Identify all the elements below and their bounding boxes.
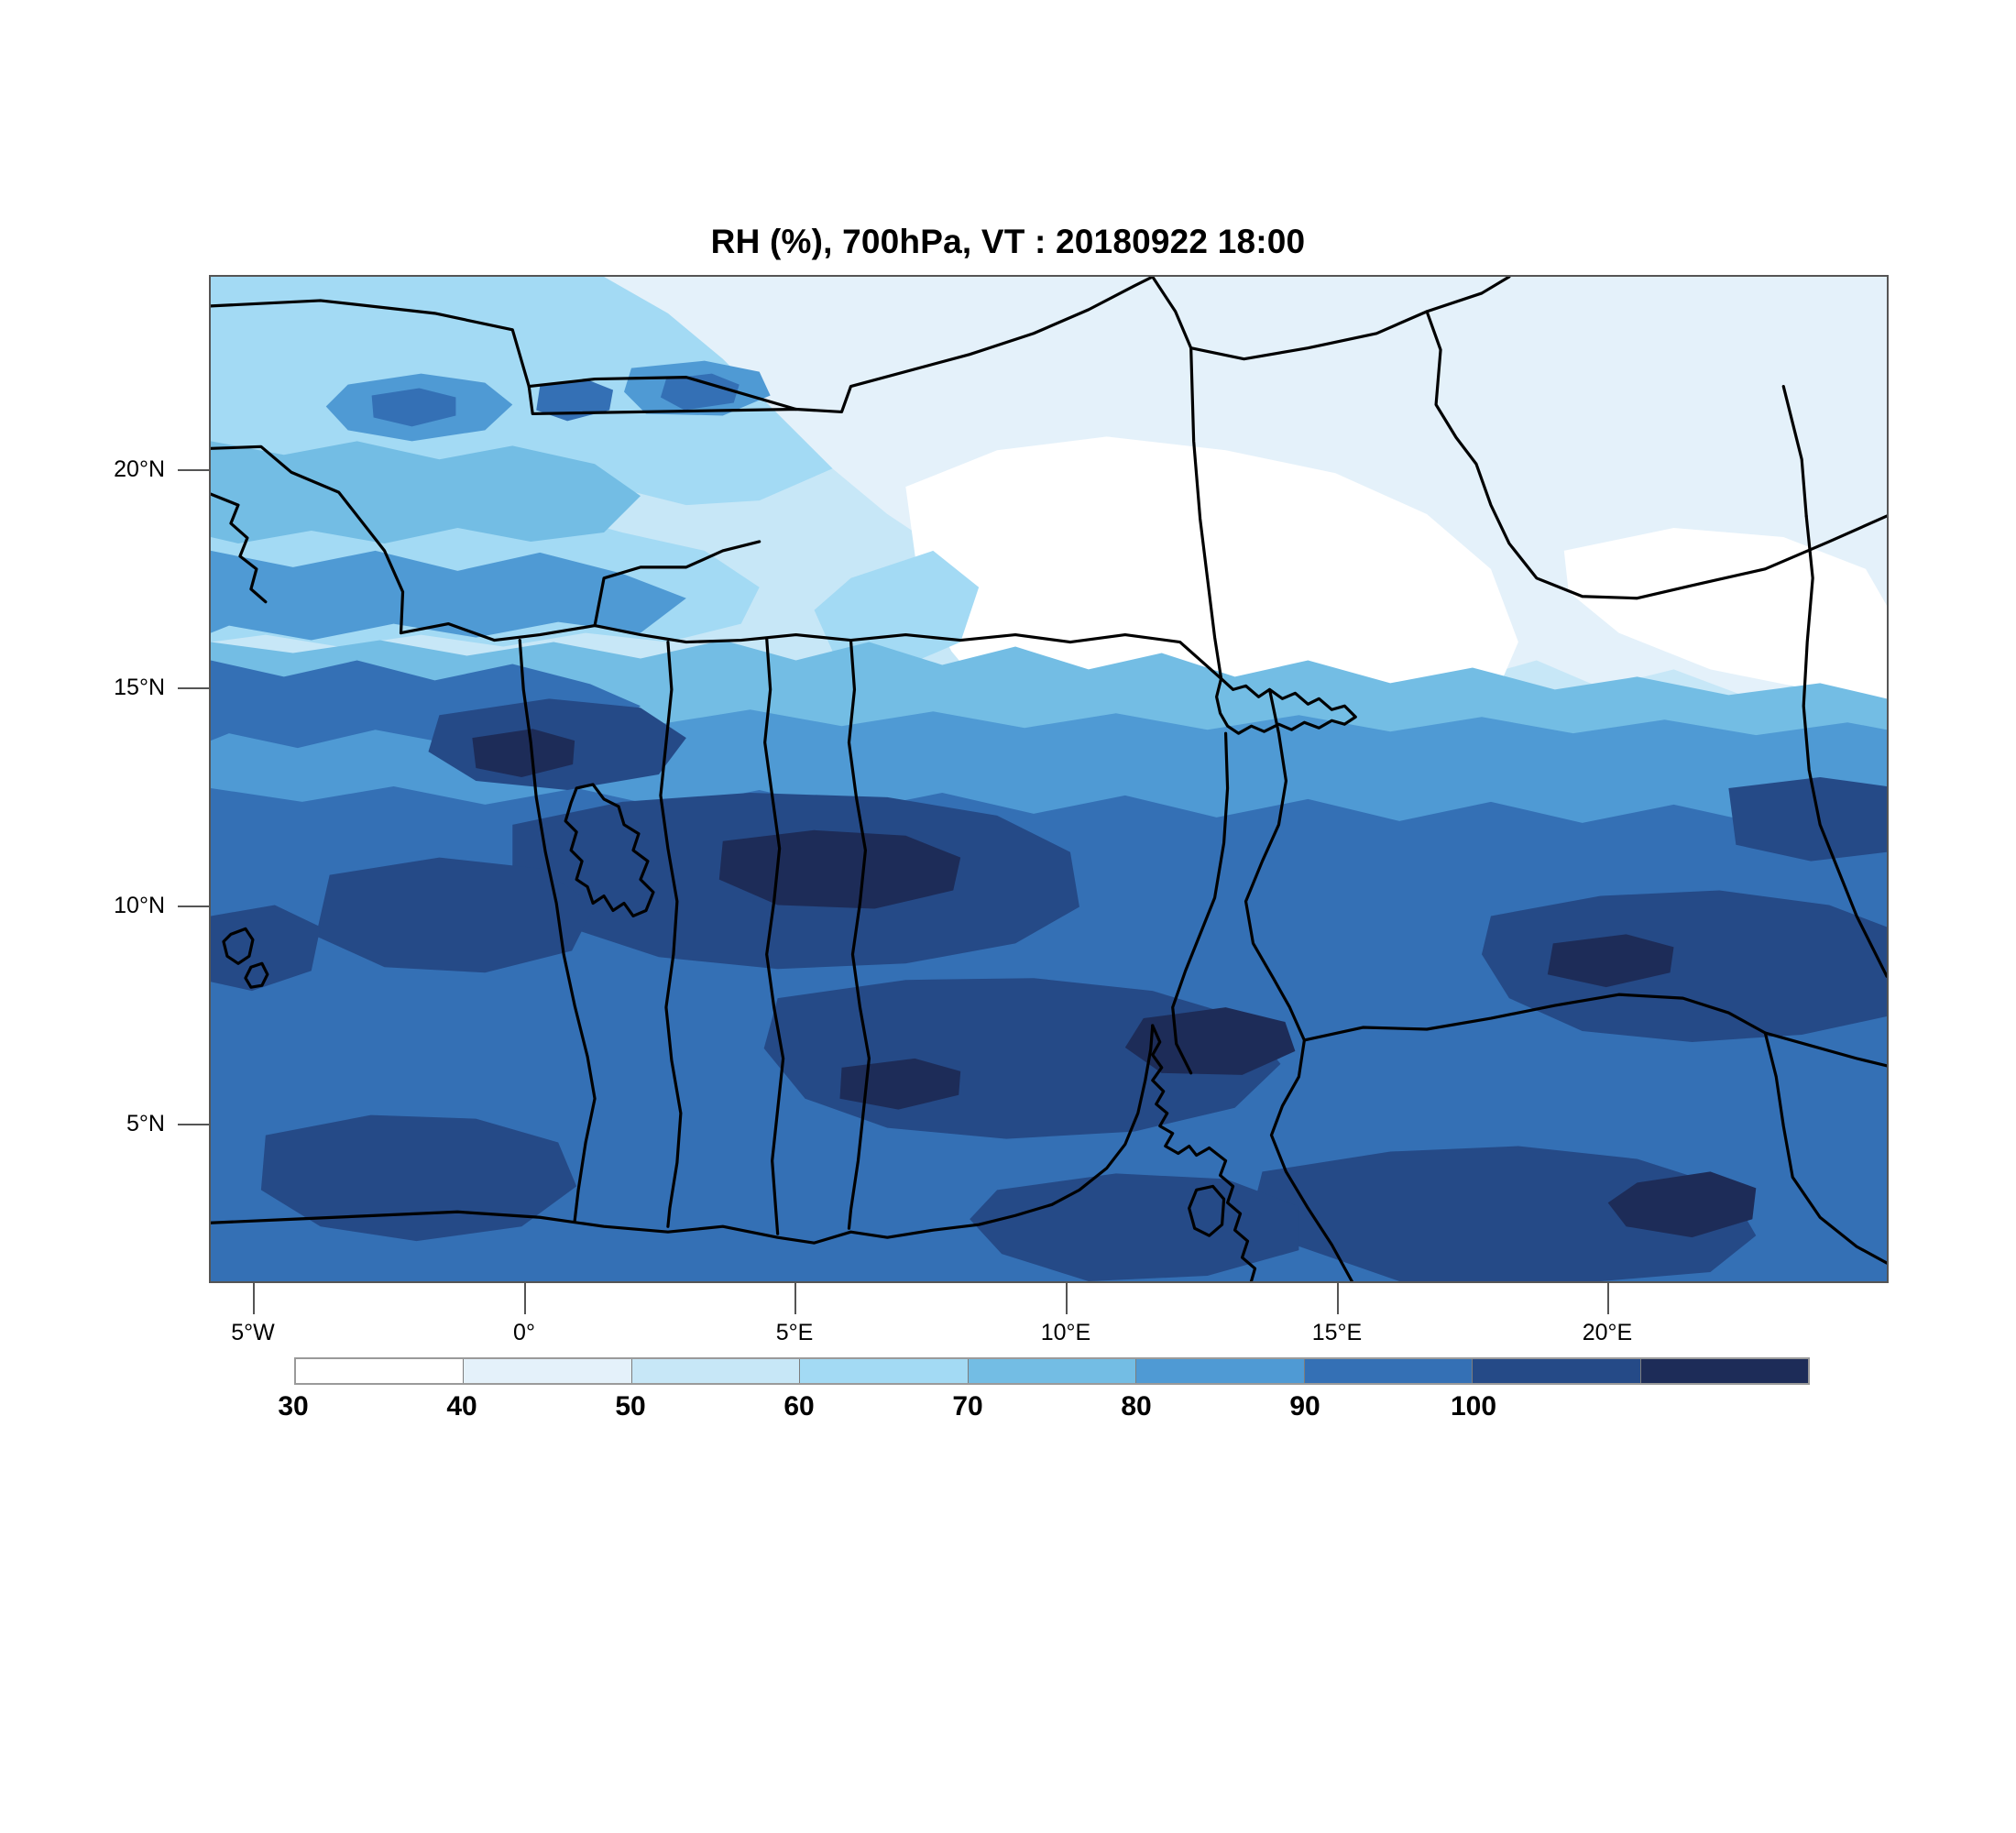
colorbar-band-40-50 — [631, 1359, 801, 1383]
lon-tick-5W — [253, 1283, 255, 1314]
lon-label-20E: 20°E — [1582, 1320, 1633, 1345]
colorbar-tick-40: 40 — [446, 1391, 477, 1421]
lon-tick-20E — [1607, 1283, 1609, 1314]
colorbar-band-70-80 — [1136, 1359, 1305, 1383]
chart-title: RH (%), 700hPa, VT : 20180922 18:00 — [710, 223, 1306, 260]
lat-label-5N: 5°N — [126, 1111, 165, 1136]
colorbar-band-<30 — [296, 1359, 465, 1383]
colorbar-band-30-40 — [464, 1359, 632, 1383]
lat-tick-15N — [178, 687, 209, 689]
lat-tick-5N — [178, 1124, 209, 1125]
colorbar-tick-50: 50 — [615, 1391, 646, 1421]
country-borders — [211, 277, 1887, 1281]
colorbar-tick-70: 70 — [952, 1391, 983, 1421]
colorbar-band-90-100 — [1473, 1359, 1641, 1383]
colorbar-tick-80: 80 — [1121, 1391, 1152, 1421]
lat-tick-20N — [178, 469, 209, 471]
lon-tick-0 — [524, 1283, 526, 1314]
colorbar-band->100 — [1640, 1359, 1808, 1383]
colorbar-tick-100: 100 — [1450, 1391, 1497, 1421]
colorbar-tick-90: 90 — [1289, 1391, 1320, 1421]
lon-label-5W: 5°W — [231, 1320, 275, 1345]
colorbar-band-80-90 — [1304, 1359, 1474, 1383]
lat-label-20N: 20°N — [114, 456, 165, 482]
filled-contours — [211, 277, 1887, 1281]
lon-label-15E: 15°E — [1311, 1320, 1363, 1345]
colorbar-band-50-60 — [800, 1359, 969, 1383]
lat-tick-10N — [178, 906, 209, 907]
lon-label-5E: 5°E — [775, 1320, 814, 1345]
colorbar-tick-30: 30 — [278, 1391, 309, 1421]
lon-label-10E: 10°E — [1040, 1320, 1091, 1345]
lat-label-15N: 15°N — [114, 675, 165, 700]
lat-label-10N: 10°N — [114, 893, 165, 918]
lon-label-0: 0° — [513, 1320, 535, 1345]
colorbar — [294, 1357, 1810, 1385]
lon-tick-10E — [1066, 1283, 1068, 1314]
lon-tick-15E — [1337, 1283, 1339, 1314]
map-plot-area — [209, 275, 1889, 1283]
lon-tick-5E — [794, 1283, 796, 1314]
colorbar-tick-60: 60 — [783, 1391, 815, 1421]
colorbar-band-60-70 — [968, 1359, 1137, 1383]
rh-contour-field — [211, 277, 1887, 1281]
